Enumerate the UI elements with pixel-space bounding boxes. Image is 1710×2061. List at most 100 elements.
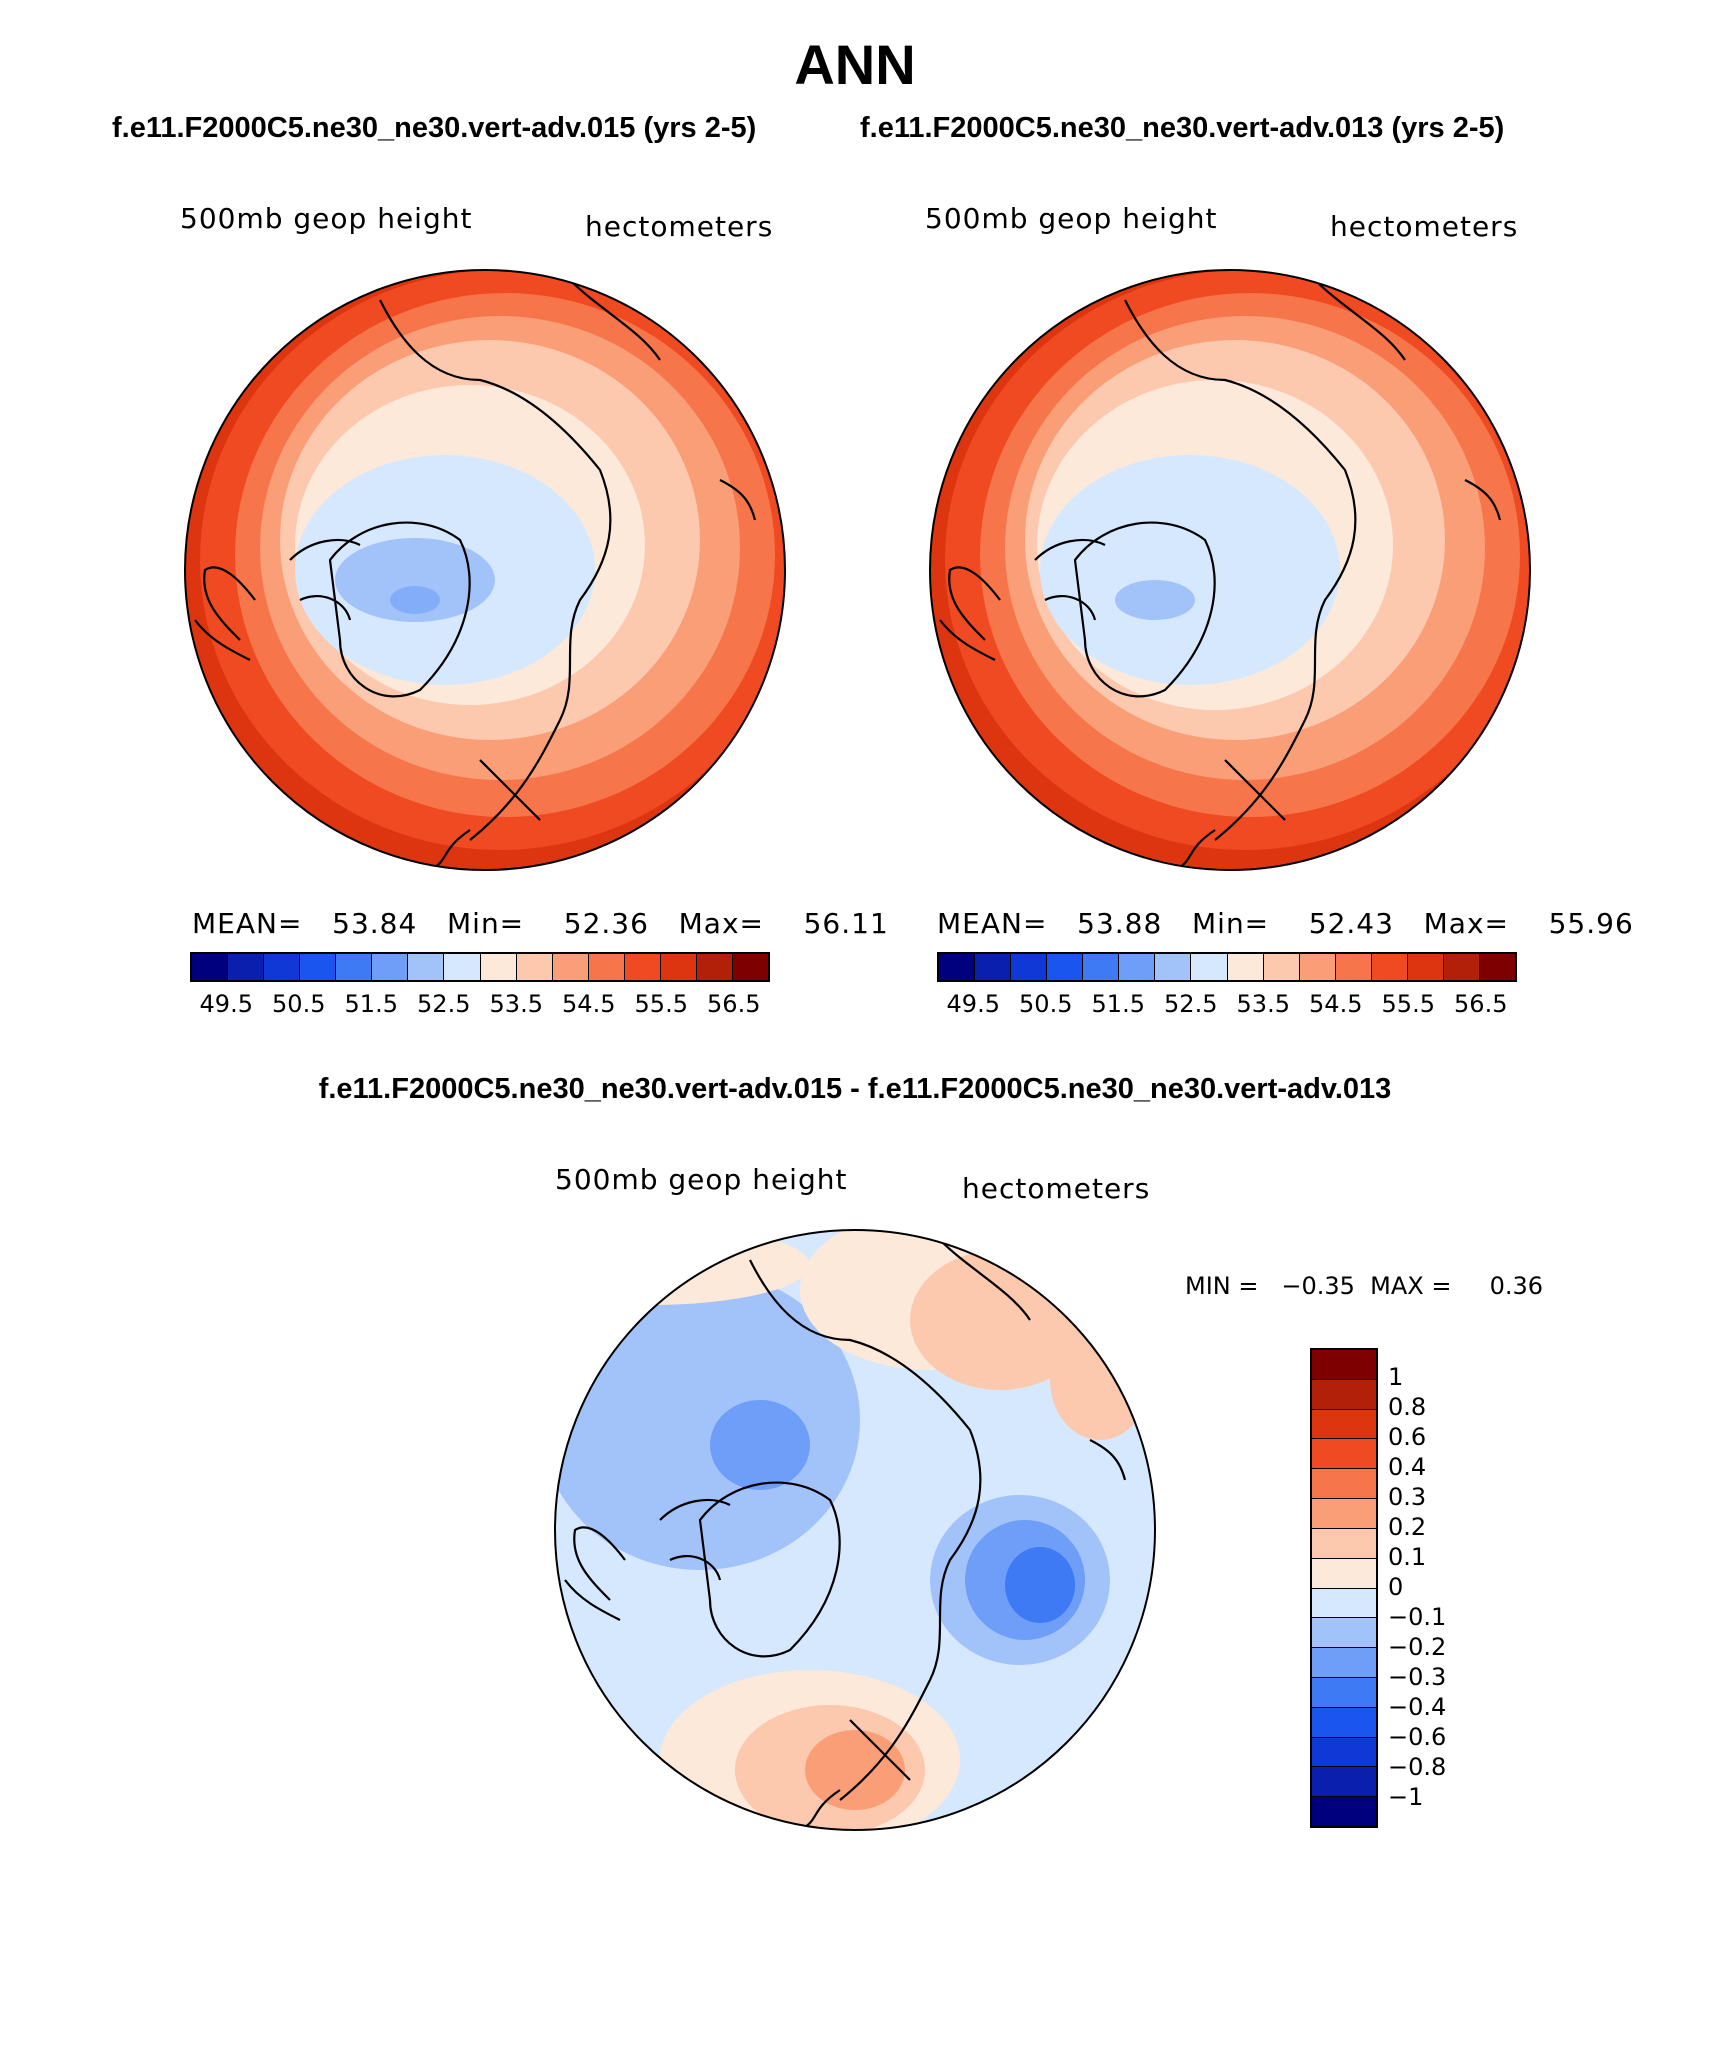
diff-colorbar-swatch: [1312, 1797, 1376, 1826]
right-colorbar-swatch: [1479, 954, 1515, 980]
diff-colorbar-swatch: [1312, 1737, 1376, 1768]
right-colorbar-swatch: [1011, 954, 1048, 980]
diff-colorbar-tick-label: −0.2: [1388, 1633, 1447, 1661]
right-colorbar-tick-label: 50.5: [1019, 990, 1073, 1018]
left-mean-label: MEAN=: [192, 907, 303, 940]
diff-colorbar-tick-label: 0.8: [1388, 1393, 1427, 1421]
left-min-value: 52.36: [563, 907, 649, 940]
diff-colorbar-swatch: [1312, 1648, 1376, 1678]
diff-colorbar-swatch: [1312, 1439, 1376, 1470]
diff-colorbar-tick-label: −0.1: [1388, 1603, 1447, 1631]
right-colorbar-swatch: [1371, 954, 1408, 980]
right-colorbar-swatch: [1443, 954, 1480, 980]
left-max-value: 56.11: [803, 907, 889, 940]
right-colorbar-tick-label: 54.5: [1309, 990, 1363, 1018]
right-colorbar-tick-label: 49.5: [946, 990, 1000, 1018]
diff-colorbar-tick-label: 0.4: [1388, 1453, 1427, 1481]
diff-colorbar-swatch: [1312, 1707, 1376, 1738]
figure-title: ANN: [794, 33, 916, 96]
diff-colorbar-tick-label: 0.2: [1388, 1513, 1427, 1541]
right-colorbar-swatch: [1299, 954, 1336, 980]
diff-colorbar-swatch: [1312, 1409, 1376, 1440]
diff-variable-label: 500mb geop height: [555, 1163, 848, 1196]
diff-panel-header: f.e11.F2000C5.ne30_ne30.vert-adv.015 - f…: [318, 1073, 1392, 1105]
left-polar-map: [185, 270, 785, 870]
diff-colorbar-swatch: [1312, 1528, 1376, 1559]
left-colorbar-tick-label: 51.5: [344, 990, 398, 1018]
right-variable-label: 500mb geop height: [925, 202, 1218, 235]
left-colorbar-tick-label: 55.5: [634, 990, 688, 1018]
diff-minmax: MIN = −0.35 MAX = 0.36: [1185, 1272, 1544, 1300]
right-colorbar-labels: 49.5 50.5 51.5 52.5 53.5 54.5 55.5 56.5: [937, 990, 1517, 1020]
left-panel-header: f.e11.F2000C5.ne30_ne30.vert-adv.015 (yr…: [112, 112, 757, 144]
diff-colorbar-swatch: [1312, 1350, 1376, 1380]
diff-colorbar-swatch: [1312, 1558, 1376, 1589]
diff-colorbar: [1310, 1348, 1378, 1828]
diff-colorbar-swatch: [1312, 1618, 1376, 1649]
left-colorbar-labels: 49.5 50.5 51.5 52.5 53.5 54.5 55.5 56.5: [190, 990, 770, 1020]
left-colorbar-swatch: [192, 954, 229, 980]
right-colorbar-swatch: [1155, 954, 1192, 980]
right-mean-label: MEAN=: [937, 907, 1048, 940]
left-colorbar-tick-label: 53.5: [489, 990, 543, 1018]
left-colorbar-tick-label: 54.5: [562, 990, 616, 1018]
right-colorbar-swatch: [1191, 954, 1228, 980]
diff-colorbar-tick-label: −0.8: [1388, 1753, 1447, 1781]
diff-colorbar-swatch: [1312, 1499, 1376, 1529]
left-colorbar-swatch: [516, 954, 553, 980]
right-colorbar-swatch: [1227, 954, 1264, 980]
left-colorbar-swatch: [552, 954, 589, 980]
diff-colorbar-tick-label: 0.1: [1388, 1543, 1427, 1571]
right-polar-map: [930, 270, 1530, 870]
left-colorbar-swatch: [624, 954, 661, 980]
diff-colorbar-swatch: [1312, 1677, 1376, 1708]
diff-colorbar-tick-label: −0.4: [1388, 1693, 1447, 1721]
left-max-label: Max=: [678, 907, 764, 940]
left-colorbar-tick-label: 56.5: [707, 990, 761, 1018]
left-units-label: hectometers: [585, 210, 774, 243]
left-colorbar-tick-label: 49.5: [199, 990, 253, 1018]
right-colorbar-swatch: [1047, 954, 1084, 980]
diff-colorbar-swatch: [1312, 1469, 1376, 1500]
right-colorbar-tick-label: 55.5: [1381, 990, 1435, 1018]
right-colorbar-swatch: [1407, 954, 1444, 980]
left-colorbar-swatch: [696, 954, 733, 980]
right-mean-value: 53.88: [1077, 907, 1163, 940]
diff-colorbar-tick-label: 1: [1388, 1363, 1404, 1391]
right-coastlines: [939, 279, 1502, 870]
diff-colorbar-tick-label: −0.6: [1388, 1723, 1447, 1751]
right-colorbar-swatch: [939, 954, 976, 980]
right-colorbar-swatch: [975, 954, 1012, 980]
right-max-label: Max=: [1423, 907, 1509, 940]
right-colorbar-swatch: [1083, 954, 1120, 980]
right-colorbar-swatch: [1263, 954, 1300, 980]
diff-colorbar-tick-label: 0.6: [1388, 1423, 1427, 1451]
left-variable-label: 500mb geop height: [180, 202, 473, 235]
right-colorbar-swatch: [1335, 954, 1372, 980]
right-colorbar-tick-label: 56.5: [1454, 990, 1508, 1018]
left-colorbar-swatch: [588, 954, 625, 980]
diff-colorbar-swatch: [1312, 1588, 1376, 1619]
diff-colorbar-swatch: [1312, 1767, 1376, 1798]
right-stats: MEAN= 53.88 Min= 52.43 Max= 55.96: [937, 907, 1634, 940]
diff-colorbar-tick-label: 0: [1388, 1573, 1404, 1601]
left-colorbar-swatch: [228, 954, 265, 980]
diff-colorbar-labels: 1 0.8 0.6 0.4 0.3 0.2 0.1 0 −0.1 −0.2 −0.3 −0.4 −0.6…: [1388, 1348, 1488, 1828]
diff-colorbar-swatch: [1312, 1379, 1376, 1410]
right-min-value: 52.43: [1308, 907, 1394, 940]
diff-colorbar-tick-label: −0.3: [1388, 1663, 1447, 1691]
left-coastlines: [194, 279, 757, 870]
left-colorbar-swatch: [264, 954, 301, 980]
left-colorbar-swatch: [660, 954, 697, 980]
left-colorbar-swatch: [336, 954, 373, 980]
right-panel-header: f.e11.F2000C5.ne30_ne30.vert-adv.013 (yr…: [860, 112, 1505, 144]
left-mean-value: 53.84: [332, 907, 418, 940]
right-min-label: Min=: [1192, 907, 1270, 940]
right-colorbar-tick-label: 51.5: [1091, 990, 1145, 1018]
right-colorbar-tick-label: 53.5: [1236, 990, 1290, 1018]
left-colorbar: [190, 952, 770, 982]
left-colorbar-swatch: [480, 954, 517, 980]
left-stats: MEAN= 53.84 Min= 52.36 Max= 56.11: [192, 907, 889, 940]
left-colorbar-tick-label: 52.5: [417, 990, 471, 1018]
left-colorbar-swatch: [444, 954, 481, 980]
